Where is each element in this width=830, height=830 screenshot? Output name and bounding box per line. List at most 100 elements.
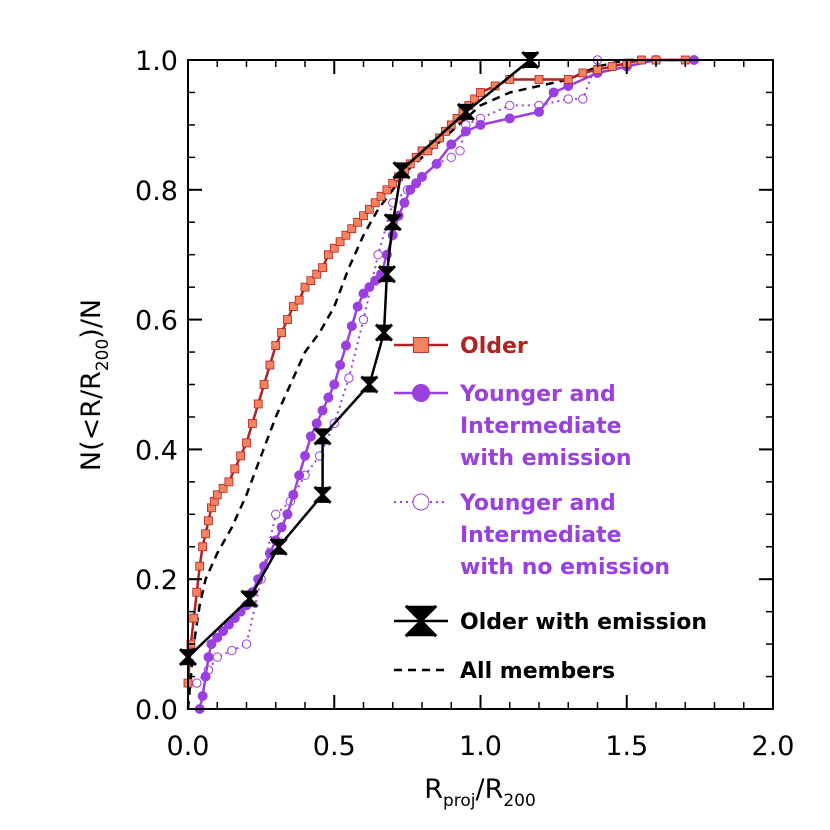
legend-label: Younger and xyxy=(459,491,616,516)
series-all-members xyxy=(186,58,686,710)
younger-no-emission-point xyxy=(344,373,354,383)
older-point xyxy=(201,529,210,539)
older-point xyxy=(283,315,292,325)
older-point xyxy=(382,185,392,195)
older-emission-point xyxy=(377,265,396,284)
younger-emission-point xyxy=(323,392,334,403)
older-point xyxy=(534,75,544,84)
younger-emission-point xyxy=(203,652,214,663)
younger-emission-point xyxy=(399,197,410,208)
x-tick-label: 2.0 xyxy=(752,731,795,762)
legend-label: Younger and xyxy=(459,382,616,407)
y-axis-title: N(<R/R200)/N xyxy=(76,299,113,471)
younger-no-emission-point xyxy=(192,678,202,688)
younger-emission-point xyxy=(411,178,422,189)
younger-no-emission-point xyxy=(227,645,237,656)
younger-emission-point xyxy=(504,113,515,124)
series-older-emission xyxy=(178,50,540,667)
younger-no-emission-line xyxy=(196,59,599,684)
younger-no-emission-point xyxy=(455,146,465,156)
younger-emission-point xyxy=(197,691,208,702)
younger-emission-point xyxy=(317,405,328,416)
older-point xyxy=(470,94,480,104)
older-point xyxy=(370,198,380,208)
younger-emission-point xyxy=(548,87,559,98)
all-members-line xyxy=(186,58,686,710)
y-tick-label: 1.0 xyxy=(135,46,178,77)
older-point xyxy=(578,68,588,78)
younger-emission-point xyxy=(340,340,351,351)
series-layer xyxy=(178,50,700,714)
legend-label: with emission xyxy=(460,446,632,471)
older-point xyxy=(341,230,351,240)
older-emission-point xyxy=(404,604,438,638)
series-younger-emission xyxy=(194,55,700,714)
younger-emission-point xyxy=(276,522,287,533)
x-tick-label: 0.5 xyxy=(313,731,356,762)
younger-emission-point xyxy=(305,431,316,442)
y-tick-label: 0.0 xyxy=(135,695,178,726)
younger-no-emission-point xyxy=(412,493,430,511)
younger-no-emission-point xyxy=(505,100,515,111)
older-point xyxy=(218,483,228,493)
younger-emission-point xyxy=(300,450,310,461)
older-line xyxy=(186,58,686,684)
younger-emission-point xyxy=(346,321,357,332)
younger-emission-point xyxy=(294,470,305,481)
legend-label: Intermediate xyxy=(460,523,622,548)
younger-emission-point xyxy=(282,509,293,520)
older-emission-point xyxy=(383,213,402,232)
older-point xyxy=(212,490,222,500)
younger-emission-point xyxy=(364,282,375,293)
older-point xyxy=(323,250,333,260)
older-point xyxy=(265,360,275,370)
older-point xyxy=(192,587,202,597)
younger-emission-point xyxy=(311,418,322,429)
legend-label: Older with emission xyxy=(460,610,707,635)
older-emission-point xyxy=(240,589,259,608)
y-tick-label: 0.8 xyxy=(135,176,178,207)
younger-no-emission-point xyxy=(446,152,456,163)
younger-emission-point xyxy=(335,360,346,371)
younger-no-emission-point xyxy=(358,314,369,325)
younger-emission-point xyxy=(358,288,369,299)
older-emission-point xyxy=(360,375,379,394)
older-point xyxy=(259,380,269,389)
legend-label: Older xyxy=(460,334,528,359)
legend-label: All members xyxy=(460,659,615,684)
older-point xyxy=(294,295,304,305)
older-point xyxy=(329,243,339,253)
younger-emission-point xyxy=(411,383,431,403)
younger-emission-point xyxy=(405,184,416,195)
younger-emission-point xyxy=(206,639,217,650)
older-point xyxy=(306,276,316,286)
older-point xyxy=(476,88,485,97)
legend: Older Younger and Intermediate with emissio… xyxy=(394,334,707,684)
legend-label: Intermediate xyxy=(460,414,622,439)
x-tick-label: 0.0 xyxy=(167,731,210,762)
older-point xyxy=(288,302,298,312)
older-point xyxy=(359,211,368,221)
older-point xyxy=(388,178,398,188)
older-point xyxy=(347,224,357,234)
legend-item-all-members: All members xyxy=(394,659,615,684)
older-point xyxy=(312,269,322,279)
older-point xyxy=(563,75,573,84)
younger-emission-point xyxy=(329,379,340,390)
legend-item-older: Older xyxy=(394,334,528,359)
younger-emission-point xyxy=(352,301,363,312)
younger-emission-point xyxy=(446,139,457,150)
younger-emission-point xyxy=(223,619,234,630)
younger-emission-point xyxy=(534,106,544,117)
younger-no-emission-point xyxy=(563,94,573,104)
younger-emission-point xyxy=(431,158,442,169)
older-point xyxy=(335,237,345,247)
older-point xyxy=(376,191,386,201)
older-emission-point xyxy=(456,102,475,121)
older-point xyxy=(236,451,246,461)
x-axis-title: Rproj/R200 xyxy=(424,774,536,811)
legend-item-younger-emission: Younger and Intermediate with emission xyxy=(394,382,632,471)
x-tick-label: 1.5 xyxy=(605,731,648,762)
older-point xyxy=(247,419,257,428)
